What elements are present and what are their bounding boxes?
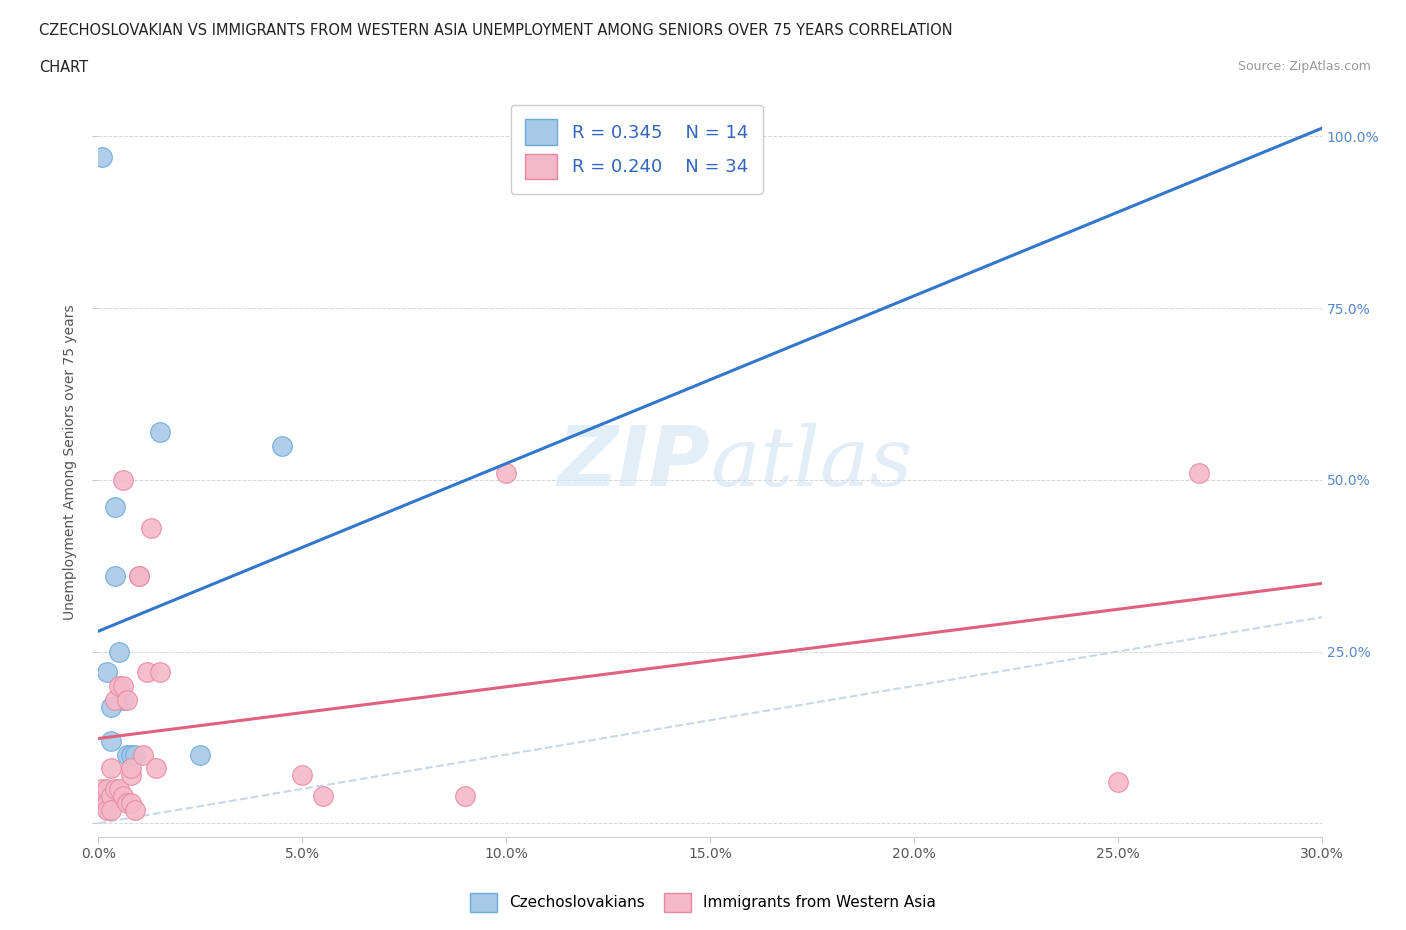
Point <box>100 789 122 804</box>
Point <box>108 679 131 694</box>
Point <box>120 795 142 810</box>
Legend: Czechoslovakians, Immigrants from Western Asia: Czechoslovakians, Immigrants from Wester… <box>464 887 942 918</box>
Point <box>111 679 134 694</box>
Point <box>100 802 122 817</box>
Point <box>124 747 146 762</box>
Point <box>111 472 134 487</box>
Point <box>115 795 138 810</box>
Point <box>96 802 118 817</box>
Point <box>96 665 118 680</box>
Point <box>120 768 142 783</box>
Point <box>291 768 314 783</box>
Point <box>312 789 335 804</box>
Point <box>128 568 150 583</box>
Point <box>104 692 127 707</box>
Point <box>108 644 131 659</box>
Text: CZECHOSLOVAKIAN VS IMMIGRANTS FROM WESTERN ASIA UNEMPLOYMENT AMONG SENIORS OVER : CZECHOSLOVAKIAN VS IMMIGRANTS FROM WESTE… <box>39 23 953 38</box>
Text: Source: ZipAtlas.com: Source: ZipAtlas.com <box>1237 60 1371 73</box>
Text: CHART: CHART <box>39 60 89 75</box>
Point <box>115 747 138 762</box>
Point <box>120 747 142 762</box>
Point <box>188 747 212 762</box>
Point <box>104 568 127 583</box>
Point <box>270 438 294 453</box>
Y-axis label: Unemployment Among Seniors over 75 years: Unemployment Among Seniors over 75 years <box>63 305 77 620</box>
Point <box>128 568 150 583</box>
Point <box>136 665 159 680</box>
Point <box>1188 466 1211 481</box>
Point <box>91 795 114 810</box>
Point <box>104 781 127 796</box>
Legend: R = 0.345    N = 14, R = 0.240    N = 34: R = 0.345 N = 14, R = 0.240 N = 34 <box>510 105 762 193</box>
Point <box>111 692 134 707</box>
Point <box>149 665 172 680</box>
Point <box>115 692 138 707</box>
Point <box>495 466 517 481</box>
Point <box>120 761 142 776</box>
Point <box>100 699 122 714</box>
Point <box>1107 775 1129 790</box>
Point <box>141 521 163 536</box>
Point <box>91 150 114 165</box>
Point <box>145 761 167 776</box>
Point <box>124 802 146 817</box>
Point <box>91 781 114 796</box>
Point <box>149 424 172 439</box>
Point <box>104 500 127 515</box>
Point <box>100 734 122 749</box>
Point <box>96 795 118 810</box>
Text: ZIP: ZIP <box>557 422 710 503</box>
Point <box>100 761 122 776</box>
Point <box>96 781 118 796</box>
Point <box>111 789 134 804</box>
Text: atlas: atlas <box>710 422 912 503</box>
Point <box>108 781 131 796</box>
Point <box>454 789 477 804</box>
Point <box>132 747 155 762</box>
